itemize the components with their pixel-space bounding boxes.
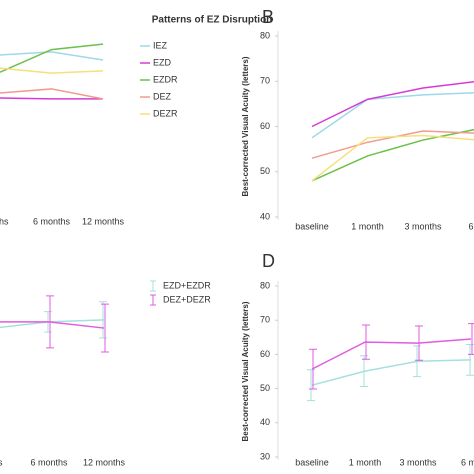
series-line (0, 43, 104, 73)
y-axis-label: Best-corrected Visual Acuity (letters) (241, 301, 250, 441)
error-bar (99, 301, 107, 339)
y-tick-label: 80 (260, 280, 270, 290)
x-tick-label: 6 mo (461, 457, 474, 467)
y-tick-label: 50 (260, 383, 270, 393)
legend-label: EZD (153, 57, 172, 67)
error-bar (415, 325, 423, 361)
series-line (311, 91, 474, 139)
x-tick-label: baseline (295, 457, 329, 467)
error-bar (307, 369, 315, 402)
y-tick-label: 30 (260, 451, 270, 461)
y-tick-label: 40 (260, 211, 270, 221)
y-tick-label: 40 (260, 417, 270, 427)
series-line (311, 134, 474, 182)
x-tick-label: 1 month (351, 221, 384, 231)
x-tick-label: 3 months (399, 457, 437, 467)
series-line (0, 321, 105, 329)
x-tick-label: nths (0, 457, 3, 467)
error-bar (309, 348, 317, 390)
legend-label: IEZ (153, 40, 168, 50)
series-line (0, 88, 104, 100)
error-bar (360, 355, 368, 388)
legend-swatch (150, 280, 156, 292)
series-line (0, 51, 104, 61)
y-tick-label: 80 (260, 30, 270, 40)
series-line (0, 67, 104, 74)
x-tick-label: 12 months (82, 216, 125, 226)
legend-label: EZDR (153, 74, 178, 84)
error-bar (362, 324, 370, 360)
x-tick-label: 6 mo (468, 221, 474, 231)
error-bar (466, 343, 474, 376)
series-line (311, 359, 472, 386)
x-tick-label: 3 months (404, 221, 442, 231)
panel-letter: D (262, 251, 275, 271)
error-bar (468, 323, 474, 355)
x-tick-label: baseline (295, 221, 329, 231)
x-tick-label: 6 months (30, 457, 68, 467)
legend-label: DEZ (153, 91, 172, 101)
legend-label: EZD+EZDR (163, 280, 211, 290)
x-tick-label: 1 month (349, 457, 382, 467)
y-tick-label: 70 (260, 76, 270, 86)
x-tick-label: 6 months (33, 216, 71, 226)
error-bar (46, 295, 54, 349)
error-bar (413, 345, 421, 378)
series-line (311, 338, 472, 370)
y-tick-label: 50 (260, 166, 270, 176)
error-bar (101, 303, 109, 353)
legend-title: Patterns of EZ Disruption (152, 15, 273, 26)
legend-label: DEZ+DEZR (163, 294, 211, 304)
legend-swatch (150, 294, 156, 306)
x-tick-label: nths (0, 216, 9, 226)
series-line (0, 97, 103, 100)
x-tick-label: 12 months (83, 457, 126, 467)
legend-label: DEZR (153, 108, 178, 118)
y-tick-label: 70 (260, 315, 270, 325)
panel-letter: B (262, 7, 274, 27)
y-tick-label: 60 (260, 121, 270, 131)
y-tick-label: 60 (260, 349, 270, 359)
series-line (311, 81, 474, 128)
series-line (311, 128, 474, 182)
y-axis-label: Best-corrected Visual Acuity (letters) (241, 56, 250, 196)
